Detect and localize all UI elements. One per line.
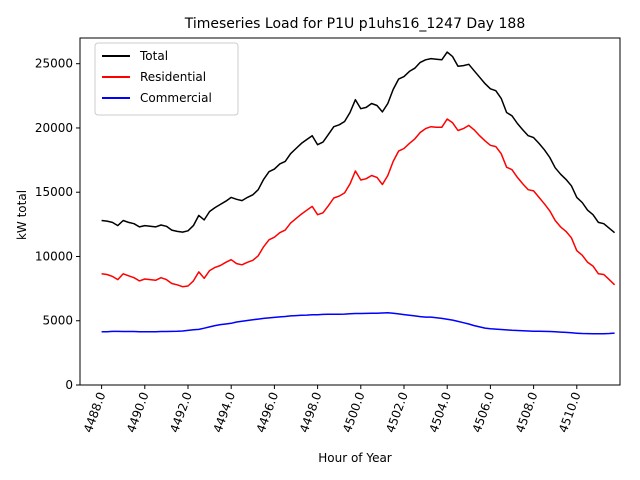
legend-box — [94, 42, 239, 116]
x-axis-label: Hour of Year — [318, 451, 392, 465]
legend-label-commercial: Commercial — [140, 91, 212, 105]
series-line-commercial — [101, 312, 615, 335]
x-tick-label: 4508.0 — [513, 390, 541, 434]
y-tick-label: 10000 — [35, 249, 73, 263]
legend: Total Residential Commercial — [94, 42, 239, 116]
x-tick-label: 4502.0 — [383, 390, 411, 434]
y-tick-label: 20000 — [35, 121, 73, 135]
legend-label-residential: Residential — [140, 70, 206, 84]
series-line-residential — [101, 118, 616, 288]
x-tick-label: 4500.0 — [340, 390, 368, 434]
y-tick-label: 0 — [65, 378, 73, 392]
y-tick-label: 25000 — [35, 57, 73, 71]
legend-label-total: Total — [139, 49, 168, 63]
chart-title: Timeseries Load for P1U p1uhs16_1247 Day… — [184, 16, 526, 32]
x-tick-label: 4496.0 — [254, 390, 282, 434]
y-tick-label: 5000 — [42, 314, 73, 328]
x-tick-label: 4498.0 — [297, 390, 325, 434]
y-tick-label: 15000 — [35, 185, 73, 199]
x-tick-label: 4510.0 — [556, 390, 584, 434]
x-tick-label: 4488.0 — [81, 390, 109, 434]
series-layer — [101, 51, 616, 335]
axes-frame — [79, 37, 621, 386]
x-tick-label: 4492.0 — [167, 390, 195, 434]
x-tick-label: 4494.0 — [210, 390, 238, 434]
x-tick-label: 4504.0 — [426, 390, 454, 434]
x-tick-label: 4506.0 — [470, 390, 498, 434]
series-line-total — [101, 51, 616, 234]
y-axis-label: kW total — [15, 190, 29, 240]
x-tick-label: 4490.0 — [124, 390, 152, 434]
